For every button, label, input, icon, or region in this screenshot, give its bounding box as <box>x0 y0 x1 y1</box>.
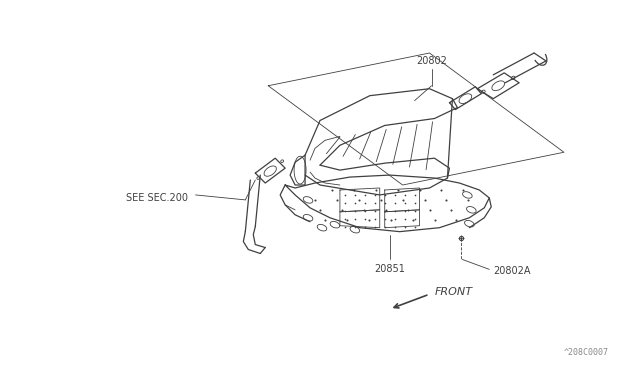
Text: ^208C0007: ^208C0007 <box>564 348 609 357</box>
Text: SEE SEC.200: SEE SEC.200 <box>126 193 188 203</box>
Text: FRONT: FRONT <box>435 287 472 297</box>
Text: 20802: 20802 <box>416 56 447 66</box>
Text: 20802A: 20802A <box>493 266 531 276</box>
Text: 20851: 20851 <box>374 264 405 275</box>
